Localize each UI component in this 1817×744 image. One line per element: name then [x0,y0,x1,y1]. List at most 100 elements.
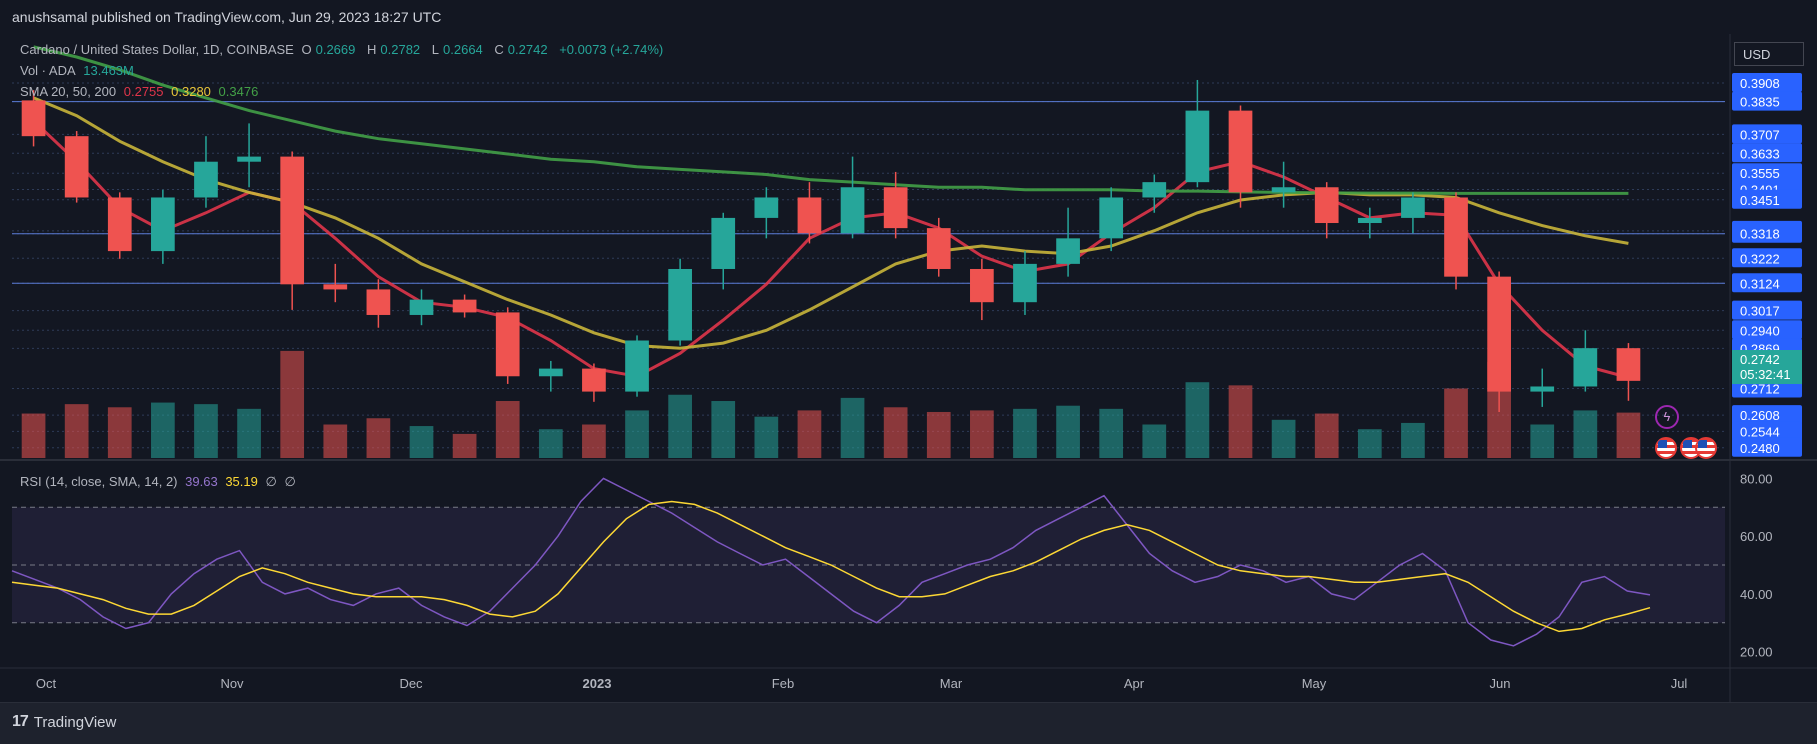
volume-bar [797,410,822,458]
volume-bar [1573,410,1598,458]
last-price-tag: 0.2742 05:32:41 [1732,350,1802,384]
rsi-tick-label: 20.00 [1740,645,1773,660]
volume-bar [280,350,305,458]
symbol-legend: Cardano / United States Dollar, 1D, COIN… [20,42,667,57]
candle-body [840,187,865,234]
price-tick-bg [1732,163,1802,183]
candle-body [1573,348,1598,387]
candle-body [1487,276,1511,392]
price-tick-label: 0.3555 [1740,166,1780,181]
volume-bar [194,404,218,458]
tradingview-logo[interactable]: 17 TradingView [12,713,116,731]
candle-body [1444,197,1468,277]
low-label: L [431,42,440,57]
rsi-empty-1: ∅ [265,474,277,489]
candle-body [1099,197,1124,239]
sma-line-20 [32,119,1629,379]
price-tick-label: 0.2544 [1740,424,1780,439]
rsi-pane-bg [0,464,1745,674]
brand-name: TradingView [33,713,117,731]
volume-bar [1271,419,1296,458]
rsi-label: RSI (14, close, SMA, 14, 2) [20,474,178,489]
close-value: 0.2742 [507,42,548,57]
candle-body [280,156,305,285]
candle-body [21,100,46,137]
price-tick-label: 0.3124 [1740,276,1780,291]
close-label: C [494,42,504,57]
price-tick-label: 0.2712 [1740,382,1780,397]
candle-body [582,368,606,392]
price-tick-label: 0.3451 [1740,193,1780,208]
volume-bar [64,404,89,458]
candle-layer[interactable] [21,79,1641,413]
candle-body [366,289,391,315]
candle-body [194,161,218,198]
candle-body [323,284,348,290]
symbol-name: Cardano / United States Dollar, 1D, COIN… [20,42,294,57]
price-tick-label: 0.3633 [1740,146,1780,161]
candle-countdown: 05:32:41 [1740,367,1791,382]
x-tick-label: Nov [220,676,244,691]
sma200-value: 0.3476 [218,84,259,99]
candle-body [107,197,132,252]
price-tick-bg [1732,300,1802,320]
change-value: +0.0073 (+2.74%) [559,42,664,57]
chart-canvas[interactable]: 0.39080.38350.37070.36330.35550.34910.34… [0,34,1817,702]
volume-bar [970,410,994,458]
candle-body [64,136,89,198]
price-tick-bg [1732,248,1802,268]
price-tick-label: 0.3908 [1740,76,1780,91]
volume-bar [1228,385,1253,458]
candle-body [797,197,822,234]
price-tick-bg [1732,143,1802,163]
price-tick-label: 0.3707 [1740,127,1780,142]
sma-legend: SMA 20, 50, 200 0.2755 0.3280 0.3476 [20,84,262,99]
rsi-sma-line [11,500,1651,633]
volume-bar [1099,408,1124,458]
candle-body [409,299,434,315]
volume-layer [21,350,1641,458]
volume-bar [1616,412,1641,458]
price-tick-bg [1732,273,1802,293]
candle-body [1357,217,1382,224]
rsi-tick-label: 60.00 [1740,529,1773,544]
candle-body [883,187,908,229]
x-tick-label: Jun [1490,676,1511,691]
us-flag-icon[interactable] [1695,437,1717,459]
candle-body [237,156,261,162]
x-tick-label: Apr [1124,676,1145,691]
volume-bar [582,424,606,458]
candle-body [1401,197,1425,218]
price-tick-bg [1732,91,1802,111]
rsi-tick-label: 40.00 [1740,587,1773,602]
volume-bar [625,410,649,458]
volume-bar [107,407,132,458]
flash-icon[interactable]: ϟ [1655,405,1679,429]
candle-body [1314,187,1339,224]
candle-body [1056,238,1080,264]
us-flag-icon[interactable] [1655,437,1677,459]
volume-bar [668,394,692,458]
volume-bar [366,418,391,458]
volume-bar [926,411,951,458]
volume-bar [840,397,865,458]
volume-label: Vol · ADA [20,63,76,78]
footer-bar: 17 TradingView [0,702,1817,744]
x-tick-label: Feb [772,676,794,691]
volume-bar [495,401,520,458]
volume-bar [754,416,779,458]
volume-bar [711,401,736,458]
volume-bar [1401,422,1425,458]
candle-body [538,368,563,377]
candle-body [495,312,520,377]
volume-value: 13.463M [83,63,134,78]
price-tick-bg [1732,405,1802,425]
x-tick-label: Oct [36,676,57,691]
price-tick-bg [1732,421,1802,441]
high-value: 0.2782 [380,42,421,57]
sma-label: SMA 20, 50, 200 [20,84,117,99]
price-tick-bg [1732,73,1802,93]
price-tick-bg [1732,124,1802,144]
currency-selector[interactable]: USD [1734,42,1804,66]
volume-bar [538,429,563,458]
